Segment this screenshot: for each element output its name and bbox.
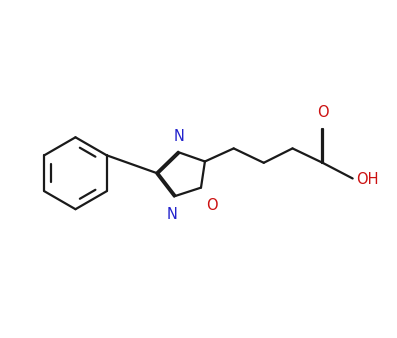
Text: O: O [206, 198, 218, 213]
Text: N: N [173, 129, 184, 144]
Text: O: O [317, 105, 328, 120]
Text: N: N [167, 207, 178, 222]
Text: OH: OH [357, 172, 379, 187]
